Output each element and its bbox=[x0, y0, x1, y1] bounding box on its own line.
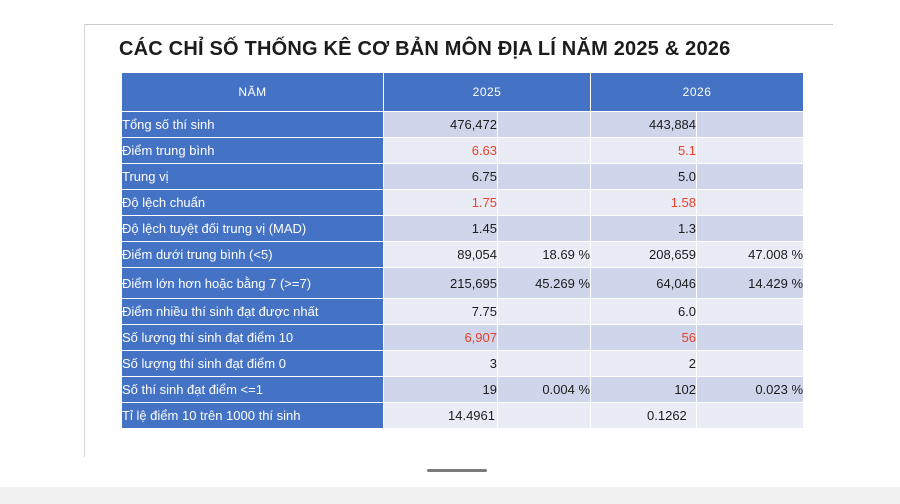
value-2025: 476,472 bbox=[383, 111, 498, 138]
table-row: Điểm nhiều thí sinh đạt được nhất 7.75 6… bbox=[121, 298, 805, 325]
bottom-bar bbox=[0, 487, 900, 504]
value-2026: 208,659 bbox=[590, 241, 698, 268]
percent-2025 bbox=[496, 324, 592, 351]
statistics-table: NĂM 2025 2026 Tổng số thí sinh 476,472 4… bbox=[121, 72, 805, 429]
percent-2025 bbox=[496, 111, 592, 138]
percent-2026: 0.023 % bbox=[696, 376, 805, 403]
table-row: Số thí sinh đạt điểm <=1 19 0.004 % 102 … bbox=[121, 376, 805, 403]
value-2026: 2 bbox=[590, 350, 698, 377]
value-2025: 19 bbox=[383, 376, 498, 403]
table-header-row: NĂM 2025 2026 bbox=[121, 72, 805, 112]
percent-2026 bbox=[696, 402, 805, 429]
value-2025: 7.75 bbox=[383, 298, 498, 325]
row-label: Số lượng thí sinh đạt điểm 0 bbox=[121, 350, 384, 377]
value-2025: 6.75 bbox=[383, 163, 498, 190]
row-label: Trung vị bbox=[121, 163, 384, 190]
header-year-label: NĂM bbox=[121, 72, 384, 112]
value-2025: 3 bbox=[383, 350, 498, 377]
value-2026: 0.1262 bbox=[590, 402, 698, 429]
value-2026: 5.1 bbox=[590, 137, 698, 164]
table-row: Số lượng thí sinh đạt điểm 10 6,907 56 bbox=[121, 324, 805, 351]
table-row: Tỉ lệ điểm 10 trên 1000 thí sinh 14.4961… bbox=[121, 402, 805, 429]
header-2026: 2026 bbox=[590, 72, 805, 112]
value-2026: 102 bbox=[590, 376, 698, 403]
value-2026: 443,884 bbox=[590, 111, 698, 138]
row-label: Số thí sinh đạt điểm <=1 bbox=[121, 376, 384, 403]
value-2025: 215,695 bbox=[383, 267, 498, 299]
value-2025: 6.63 bbox=[383, 137, 498, 164]
percent-2025 bbox=[496, 189, 592, 216]
value-2025: 89,054 bbox=[383, 241, 498, 268]
percent-2026 bbox=[696, 137, 805, 164]
row-label: Độ lệch tuyệt đối trung vị (MAD) bbox=[121, 215, 384, 242]
percent-2026 bbox=[696, 350, 805, 377]
drag-handle[interactable] bbox=[427, 469, 487, 472]
value-2026: 1.58 bbox=[590, 189, 698, 216]
row-label: Điểm nhiều thí sinh đạt được nhất bbox=[121, 298, 384, 325]
value-2026: 5.0 bbox=[590, 163, 698, 190]
percent-2025 bbox=[496, 163, 592, 190]
percent-2026 bbox=[696, 215, 805, 242]
table-row: Độ lệch tuyệt đối trung vị (MAD) 1.45 1.… bbox=[121, 215, 805, 242]
row-label: Điểm dưới trung bình (<5) bbox=[121, 241, 384, 268]
percent-2025: 45.269 % bbox=[496, 267, 592, 299]
percent-2026: 14.429 % bbox=[696, 267, 805, 299]
value-2026: 1.3 bbox=[590, 215, 698, 242]
percent-2025 bbox=[496, 350, 592, 377]
percent-2026 bbox=[696, 189, 805, 216]
table-row: Điểm lớn hơn hoặc bằng 7 (>=7) 215,695 4… bbox=[121, 267, 805, 299]
row-label: Điểm lớn hơn hoặc bằng 7 (>=7) bbox=[121, 267, 384, 299]
value-2026: 64,046 bbox=[590, 267, 698, 299]
percent-2026 bbox=[696, 163, 805, 190]
value-2025: 1.75 bbox=[383, 189, 498, 216]
percent-2025: 18.69 % bbox=[496, 241, 592, 268]
table-row: Độ lệch chuẩn 1.75 1.58 bbox=[121, 189, 805, 216]
row-label: Độ lệch chuẩn bbox=[121, 189, 384, 216]
percent-2025 bbox=[496, 137, 592, 164]
percent-2025 bbox=[496, 402, 592, 429]
table-row: Điểm trung bình 6.63 5.1 bbox=[121, 137, 805, 164]
slide-title: CÁC CHỈ SỐ THỐNG KÊ CƠ BẢN MÔN ĐỊA LÍ NĂ… bbox=[119, 38, 731, 60]
header-2025: 2025 bbox=[382, 72, 592, 112]
slide: CÁC CHỈ SỐ THỐNG KÊ CƠ BẢN MÔN ĐỊA LÍ NĂ… bbox=[84, 24, 833, 457]
percent-2026 bbox=[696, 111, 805, 138]
row-label: Số lượng thí sinh đạt điểm 10 bbox=[121, 324, 384, 351]
row-label: Tỉ lệ điểm 10 trên 1000 thí sinh bbox=[121, 402, 384, 429]
table-row: Tổng số thí sinh 476,472 443,884 bbox=[121, 111, 805, 138]
value-2026: 6.0 bbox=[590, 298, 698, 325]
value-2026: 56 bbox=[590, 324, 698, 351]
value-2025: 1.45 bbox=[383, 215, 498, 242]
row-label: Điểm trung bình bbox=[121, 137, 384, 164]
percent-2025 bbox=[496, 215, 592, 242]
row-label: Tổng số thí sinh bbox=[121, 111, 384, 138]
percent-2025: 0.004 % bbox=[496, 376, 592, 403]
table-row: Điểm dưới trung bình (<5) 89,054 18.69 %… bbox=[121, 241, 805, 268]
percent-2026 bbox=[696, 324, 805, 351]
percent-2026: 47.008 % bbox=[696, 241, 805, 268]
value-2025: 6,907 bbox=[383, 324, 498, 351]
value-2025: 14.4961 bbox=[383, 402, 498, 429]
table-row: Số lượng thí sinh đạt điểm 0 3 2 bbox=[121, 350, 805, 377]
table-row: Trung vị 6.75 5.0 bbox=[121, 163, 805, 190]
percent-2025 bbox=[496, 298, 592, 325]
percent-2026 bbox=[696, 298, 805, 325]
